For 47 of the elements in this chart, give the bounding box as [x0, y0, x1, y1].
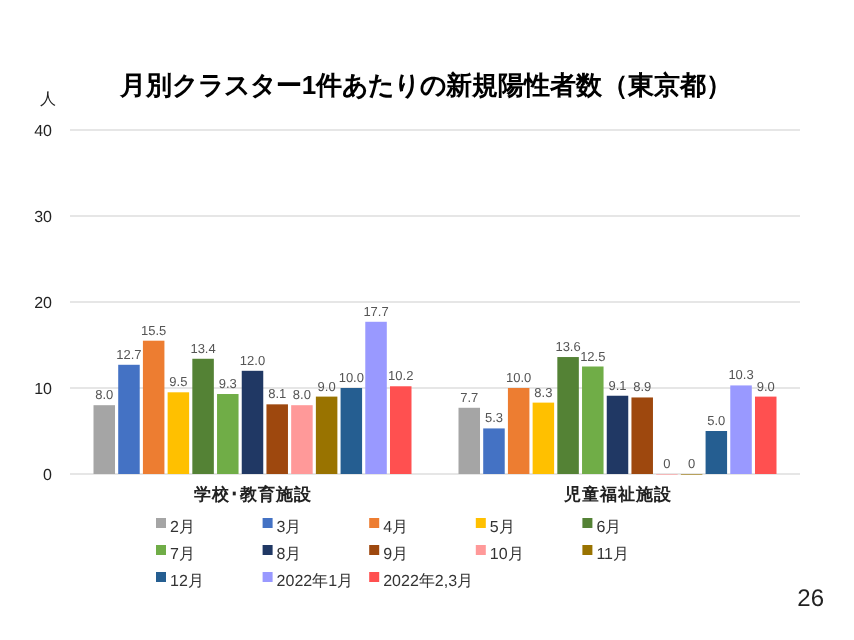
text: 26 [797, 584, 825, 612]
y-tick-label: 10 [34, 380, 54, 398]
bar [142, 340, 165, 474]
bar [557, 357, 579, 474]
bar [483, 428, 505, 474]
bar [340, 388, 363, 474]
bar [241, 370, 264, 474]
legend-label: 8月 [276, 545, 302, 563]
bar [389, 386, 412, 474]
y-tick-label: 20 [34, 294, 54, 312]
legend-label: 10月 [489, 545, 524, 563]
legend-label: 2022年1月 [276, 572, 354, 590]
y-axis-title: 人 [40, 90, 56, 108]
y-tick-label: 30 [34, 208, 54, 226]
bar [606, 395, 629, 474]
legend-label: 2月 [170, 518, 195, 536]
legend-label: 12月 [170, 572, 204, 590]
bar [217, 394, 239, 474]
legend-label: 6月 [596, 518, 622, 536]
bar [192, 358, 214, 474]
bar [118, 364, 140, 474]
chart-title: 月別クラスター1件あたりの新規陽性者数（東京都） [117, 70, 733, 100]
bar [507, 388, 530, 474]
bar [167, 392, 190, 474]
bar [631, 397, 653, 474]
bar [705, 431, 728, 474]
bar [291, 405, 313, 474]
legend-label: 11月 [596, 545, 630, 563]
y-tick-label: 40 [34, 122, 54, 140]
legend-label: 7月 [170, 545, 195, 563]
x-tick-label: 児童福祉施設 [561, 484, 674, 504]
bar [266, 404, 288, 474]
legend-label: 5月 [489, 518, 515, 536]
bar [93, 405, 116, 474]
bar [582, 366, 604, 474]
bar [458, 407, 481, 474]
bar [365, 321, 387, 474]
legend-label: 3月 [276, 518, 302, 536]
x-tick-label: 学校･教育施設 [193, 482, 314, 504]
legend-label: 9月 [383, 545, 409, 563]
bar [730, 385, 752, 474]
bar [315, 396, 338, 474]
bar [754, 396, 777, 474]
legend-label: 4月 [383, 518, 409, 536]
y-tick-label: 0 [43, 466, 54, 484]
bar [532, 402, 555, 474]
legend-label: 2022年2,3月 [383, 572, 474, 590]
